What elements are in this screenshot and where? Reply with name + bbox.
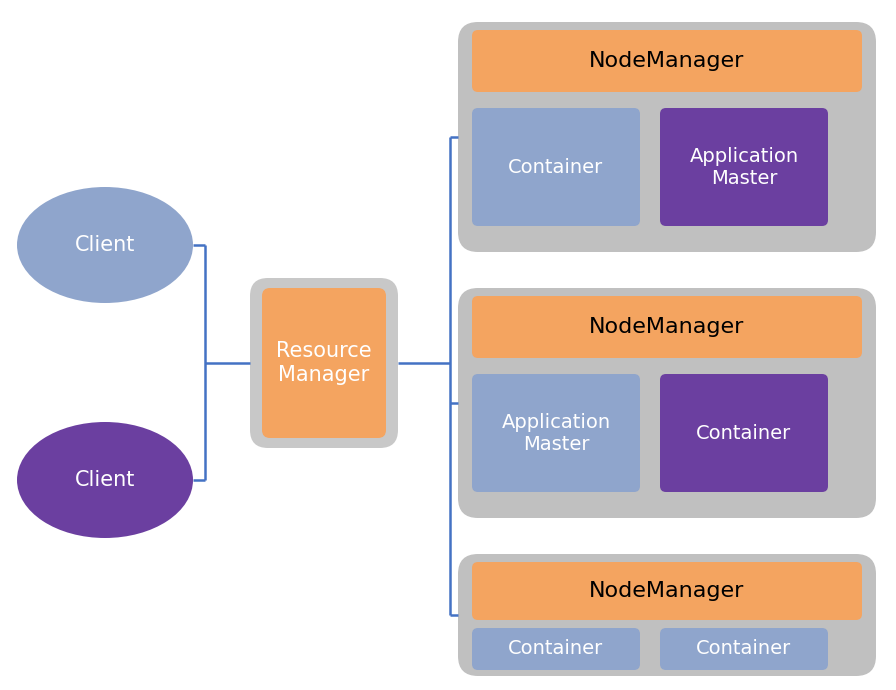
Text: Resource
Manager: Resource Manager (276, 342, 372, 384)
FancyBboxPatch shape (472, 562, 862, 620)
FancyBboxPatch shape (472, 374, 640, 492)
FancyBboxPatch shape (458, 22, 876, 252)
FancyBboxPatch shape (472, 628, 640, 670)
FancyBboxPatch shape (660, 374, 828, 492)
Text: Application
Master: Application Master (689, 146, 798, 188)
FancyBboxPatch shape (250, 278, 398, 448)
Ellipse shape (17, 187, 193, 303)
Text: NodeManager: NodeManager (590, 581, 745, 601)
FancyBboxPatch shape (660, 108, 828, 226)
FancyBboxPatch shape (262, 288, 386, 438)
Text: Client: Client (74, 235, 135, 255)
Text: Client: Client (74, 470, 135, 490)
FancyBboxPatch shape (660, 628, 828, 670)
Text: Container: Container (696, 640, 792, 658)
FancyBboxPatch shape (472, 108, 640, 226)
Text: Container: Container (696, 424, 792, 442)
FancyBboxPatch shape (458, 554, 876, 676)
Text: Container: Container (508, 157, 604, 177)
Text: Application
Master: Application Master (502, 413, 610, 453)
Text: NodeManager: NodeManager (590, 317, 745, 337)
FancyBboxPatch shape (458, 288, 876, 518)
Text: NodeManager: NodeManager (590, 51, 745, 71)
Text: Container: Container (508, 640, 604, 658)
Ellipse shape (17, 422, 193, 538)
FancyBboxPatch shape (472, 296, 862, 358)
FancyBboxPatch shape (472, 30, 862, 92)
